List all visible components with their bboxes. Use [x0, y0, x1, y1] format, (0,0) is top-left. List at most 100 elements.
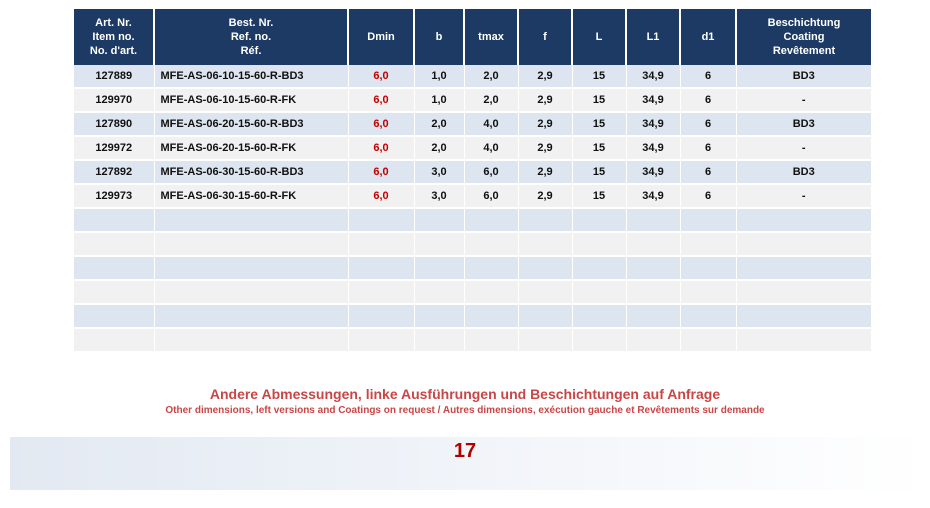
- cell-tmax: 4,0: [464, 112, 519, 137]
- cell-b: [414, 256, 465, 281]
- cell-l: [572, 280, 627, 305]
- cell-dmin: [348, 280, 415, 305]
- cell-tmax: 6,0: [464, 160, 519, 185]
- cell-b: [414, 280, 465, 305]
- header-art-nr-line: No. d'art.: [89, 45, 138, 57]
- cell-b: [414, 208, 465, 233]
- table-row: [74, 232, 871, 257]
- table-row: 127890 MFE-AS-06-20-15-60-R-BD3 6,0 2,0 4,0 2…: [74, 112, 871, 137]
- cell-coating: -: [736, 88, 871, 113]
- cell-d1: 6: [680, 88, 737, 113]
- cell-dmin: 6,0: [348, 184, 415, 209]
- cell-l: [572, 328, 627, 353]
- cell-art-nr: 127892: [74, 160, 155, 185]
- header-b: b: [414, 9, 465, 65]
- cell-l: 15: [572, 112, 627, 137]
- cell-art-nr: 127890: [74, 112, 155, 137]
- cell-b: 1,0: [414, 65, 465, 89]
- cell-f: 2,9: [518, 65, 573, 89]
- table-row: [74, 208, 871, 233]
- cell-l: 15: [572, 65, 627, 89]
- header-beschichtung: Beschichtung Coating Revêtement: [736, 9, 871, 65]
- footer-band: [10, 437, 930, 490]
- cell-b: 3,0: [414, 160, 465, 185]
- cell-best-nr: MFE-AS-06-20-15-60-R-BD3: [154, 112, 349, 137]
- cell-f: 2,9: [518, 160, 573, 185]
- cell-l1: [626, 208, 681, 233]
- cell-b: [414, 232, 465, 257]
- header-dmin-line: Dmin: [367, 31, 395, 43]
- header-art-nr-line: Item no.: [92, 31, 135, 43]
- cell-best-nr: [154, 256, 349, 281]
- header-d1: d1: [680, 9, 737, 65]
- cell-f: 2,9: [518, 88, 573, 113]
- cell-f: [518, 256, 573, 281]
- header-art-nr-line: Art. Nr.: [95, 17, 132, 29]
- cell-best-nr: MFE-AS-06-30-15-60-R-FK: [154, 184, 349, 209]
- cell-art-nr: 129973: [74, 184, 155, 209]
- table-row: [74, 328, 871, 353]
- cell-tmax: 2,0: [464, 88, 519, 113]
- cell-dmin: [348, 256, 415, 281]
- table-row: [74, 256, 871, 281]
- cell-d1: [680, 328, 737, 353]
- cell-art-nr: 129972: [74, 136, 155, 161]
- cell-d1: [680, 208, 737, 233]
- cell-coating: BD3: [736, 112, 871, 137]
- cell-b: [414, 304, 465, 329]
- cell-l1: 34,9: [626, 136, 681, 161]
- cell-f: 2,9: [518, 184, 573, 209]
- dimensions-table: Art. Nr. Item no. No. d'art. Best. Nr. Ref. …: [74, 9, 871, 353]
- cell-l: [572, 232, 627, 257]
- cell-tmax: 6,0: [464, 184, 519, 209]
- cell-b: 1,0: [414, 88, 465, 113]
- cell-d1: 6: [680, 160, 737, 185]
- cell-f: 2,9: [518, 112, 573, 137]
- cell-l: [572, 304, 627, 329]
- cell-l1: 34,9: [626, 112, 681, 137]
- cell-l: 15: [572, 160, 627, 185]
- cell-l: 15: [572, 136, 627, 161]
- header-best-nr-line: Ref. no.: [230, 31, 272, 43]
- cell-l: 15: [572, 88, 627, 113]
- cell-l1: 34,9: [626, 184, 681, 209]
- table-row: 127889 MFE-AS-06-10-15-60-R-BD3 6,0 1,0 2,0 2…: [74, 65, 871, 89]
- cell-f: [518, 280, 573, 305]
- header-l1-line: L1: [646, 31, 660, 43]
- cell-f: [518, 232, 573, 257]
- table-row: [74, 304, 871, 329]
- table-header-row: Art. Nr. Item no. No. d'art. Best. Nr. Ref. …: [74, 9, 871, 65]
- cell-l1: [626, 256, 681, 281]
- dimensions-table-container: Art. Nr. Item no. No. d'art. Best. Nr. Ref. …: [74, 9, 871, 353]
- cell-dmin: 6,0: [348, 112, 415, 137]
- cell-coating: [736, 208, 871, 233]
- table-row: 129970 MFE-AS-06-10-15-60-R-FK 6,0 1,0 2,0 2,…: [74, 88, 871, 113]
- cell-tmax: [464, 328, 519, 353]
- cell-best-nr: [154, 232, 349, 257]
- cell-coating: [736, 304, 871, 329]
- header-best-nr-line: Réf.: [240, 45, 262, 57]
- cell-best-nr: MFE-AS-06-20-15-60-R-FK: [154, 136, 349, 161]
- cell-best-nr: [154, 304, 349, 329]
- table-row: 129973 MFE-AS-06-30-15-60-R-FK 6,0 3,0 6,0 2,…: [74, 184, 871, 209]
- header-art-nr: Art. Nr. Item no. No. d'art.: [74, 9, 155, 65]
- header-b-line: b: [435, 31, 443, 43]
- cell-best-nr: [154, 280, 349, 305]
- cell-dmin: [348, 304, 415, 329]
- cell-best-nr: MFE-AS-06-30-15-60-R-BD3: [154, 160, 349, 185]
- cell-b: 2,0: [414, 112, 465, 137]
- cell-art-nr: [74, 256, 155, 281]
- cell-tmax: 2,0: [464, 65, 519, 89]
- cell-l1: 34,9: [626, 160, 681, 185]
- header-beschichtung-line: Beschichtung: [767, 17, 841, 29]
- header-beschichtung-line: Revêtement: [772, 45, 836, 57]
- cell-dmin: 6,0: [348, 136, 415, 161]
- table-row: [74, 280, 871, 305]
- cell-d1: 6: [680, 184, 737, 209]
- cell-d1: 6: [680, 112, 737, 137]
- cell-coating: BD3: [736, 160, 871, 185]
- cell-coating: [736, 280, 871, 305]
- cell-coating: [736, 232, 871, 257]
- cell-coating: BD3: [736, 65, 871, 89]
- cell-b: [414, 328, 465, 353]
